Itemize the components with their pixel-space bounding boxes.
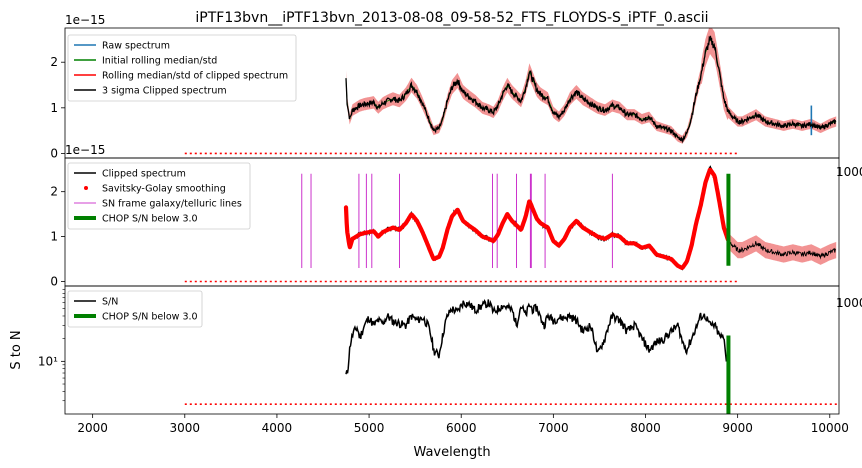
legend-box	[67, 34, 297, 102]
legend-label: CHOP S/N below 3.0	[102, 214, 198, 225]
legend-label: SN frame galaxy/telluric lines	[102, 199, 242, 210]
bottom-legend: S/N CHOP S/N below 3.0	[67, 290, 203, 328]
legend-label: Savitsky-Golay smoothing	[102, 184, 226, 195]
legend-marker	[84, 186, 88, 190]
x-axis: 2000 3000 4000 5000 6000 7000 8000 9000 10000	[77, 414, 849, 435]
y-tick-label: 10¹	[38, 354, 58, 368]
legend-label: 3 sigma Clipped spectrum	[102, 86, 227, 97]
legend-label: Initial rolling median/std	[102, 56, 217, 67]
top-legend: Raw spectrum Initial rolling median/std Ro…	[67, 34, 297, 102]
x-axis-label: Wavelength	[413, 445, 490, 460]
middle-offset-text: 1e−15	[65, 143, 105, 157]
x-tick-label: 6000	[446, 421, 477, 435]
x-tick-label: 10000	[811, 421, 849, 435]
x-tick-label: 8000	[630, 421, 661, 435]
bottom-axes-frame	[64, 285, 840, 415]
top-spectrum-layer	[345, 35, 837, 144]
bottom-ylabel: S to N	[9, 330, 24, 369]
panel-middle: 0 1 2 1e−15 1000 Clipped spectrum Savitsky-…	[50, 143, 862, 310]
panel-top: 0 1 2 1e−15 1000 Raw spectrum Initial rolli…	[50, 13, 862, 179]
top-rolling-std-band	[346, 28, 837, 144]
legend-label: Clipped spectrum	[102, 169, 186, 180]
legend-box	[67, 162, 251, 230]
chart-title: iPTF13bvn__iPTF13bvn_2013-08-08_09-58-52…	[195, 10, 708, 26]
x-tick-label: 2000	[77, 421, 108, 435]
middle-spill-label: 1000	[836, 296, 862, 310]
sn-line	[345, 299, 728, 375]
bottom-sn-layer	[345, 299, 728, 375]
top-yticks: 0 1 2	[50, 55, 65, 160]
x-tick-label: 4000	[262, 421, 293, 435]
top-band-layer	[346, 28, 837, 144]
middle-smoothing-layer	[343, 167, 731, 270]
y-tick-label: 2	[50, 55, 58, 69]
y-tick-label: 1	[50, 101, 58, 115]
middle-telluric-layer	[301, 173, 613, 269]
y-tick-label: 2	[50, 185, 58, 199]
x-tick-label: 3000	[170, 421, 201, 435]
top-offset-text: 1e−15	[65, 13, 105, 27]
y-tick-label: 0	[50, 275, 58, 289]
legend-label: Rolling median/std of clipped spectrum	[102, 71, 288, 82]
smoothing-points	[343, 167, 731, 270]
x-tick-label: 5000	[354, 421, 385, 435]
top-plot-area	[184, 28, 837, 155]
middle-legend: Clipped spectrum Savitsky-Golay smoothing…	[67, 162, 251, 230]
x-tick-label: 7000	[538, 421, 569, 435]
legend-label: S/N	[102, 297, 118, 308]
legend-label: Raw spectrum	[102, 41, 170, 52]
middle-yticks: 0 1 2	[50, 185, 65, 289]
middle-rolling-std-band	[728, 233, 837, 265]
x-tick-label: 9000	[722, 421, 753, 435]
bottom-plot-area	[184, 299, 839, 414]
middle-plot-area	[184, 165, 837, 283]
top-spill-label: 1000	[836, 165, 862, 179]
bottom-yticks: 10¹	[38, 289, 65, 402]
legend-label: CHOP S/N below 3.0	[102, 312, 198, 323]
panel-bottom: 10¹ S to N S/N CHOP S/N below 3.0	[9, 285, 840, 415]
y-tick-label: 1	[50, 230, 58, 244]
top-clipped-spectrum-line	[345, 35, 837, 144]
middle-spectrum-layer	[345, 165, 837, 271]
legend-box	[67, 290, 203, 328]
y-tick-label: 0	[50, 146, 58, 160]
